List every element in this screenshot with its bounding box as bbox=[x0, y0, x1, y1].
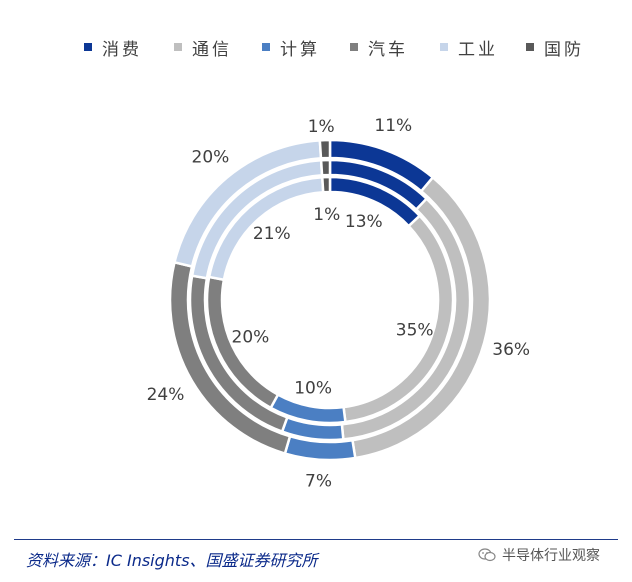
legend-label: 通信 bbox=[192, 39, 232, 60]
legend-label: 计算 bbox=[280, 39, 320, 60]
ring-1-slice-5 bbox=[319, 158, 332, 177]
watermark: 半导体行业观察 bbox=[478, 542, 600, 568]
legend-swatch bbox=[526, 43, 534, 51]
ring-2-slice-5 bbox=[320, 175, 332, 194]
legend-item-4: 工业 bbox=[440, 32, 498, 62]
inner-label-0: 13% bbox=[345, 212, 383, 232]
legend-label: 工业 bbox=[458, 39, 498, 60]
legend-swatch bbox=[84, 43, 92, 51]
legend-label: 国防 bbox=[544, 39, 584, 60]
inner-label-4: 21% bbox=[253, 224, 291, 244]
legend-item-2: 计算 bbox=[262, 32, 320, 62]
inner-label-3: 20% bbox=[232, 328, 270, 348]
inner-label-5: 1% bbox=[313, 205, 340, 225]
legend-item-3: 汽车 bbox=[350, 32, 408, 62]
legend: 消费 通信 计算 汽车 工业 国防 bbox=[0, 32, 632, 62]
outer-label-1: 36% bbox=[492, 340, 530, 360]
inner-label-2: 10% bbox=[294, 378, 332, 398]
outer-label-2: 7% bbox=[305, 472, 332, 492]
legend-label: 消费 bbox=[102, 39, 142, 60]
legend-item-1: 通信 bbox=[174, 32, 232, 62]
outer-label-3: 24% bbox=[147, 385, 185, 405]
wechat-icon bbox=[478, 548, 496, 562]
legend-swatch bbox=[350, 43, 358, 51]
legend-label: 汽车 bbox=[368, 39, 408, 60]
legend-swatch bbox=[262, 43, 270, 51]
ring-0-slice-5 bbox=[318, 138, 332, 160]
outer-label-0: 11% bbox=[374, 116, 412, 136]
legend-swatch bbox=[440, 43, 448, 51]
watermark-text: 半导体行业观察 bbox=[502, 548, 600, 564]
outer-label-4: 20% bbox=[192, 148, 230, 168]
legend-item-5: 国防 bbox=[526, 32, 584, 62]
source-note: 资料来源：IC Insights、国盛证券研究所 bbox=[26, 551, 318, 570]
legend-swatch bbox=[174, 43, 182, 51]
inner-label-1: 35% bbox=[396, 321, 434, 341]
outer-label-5: 1% bbox=[308, 117, 335, 137]
footer-divider bbox=[14, 539, 618, 540]
legend-item-0: 消费 bbox=[84, 32, 142, 62]
